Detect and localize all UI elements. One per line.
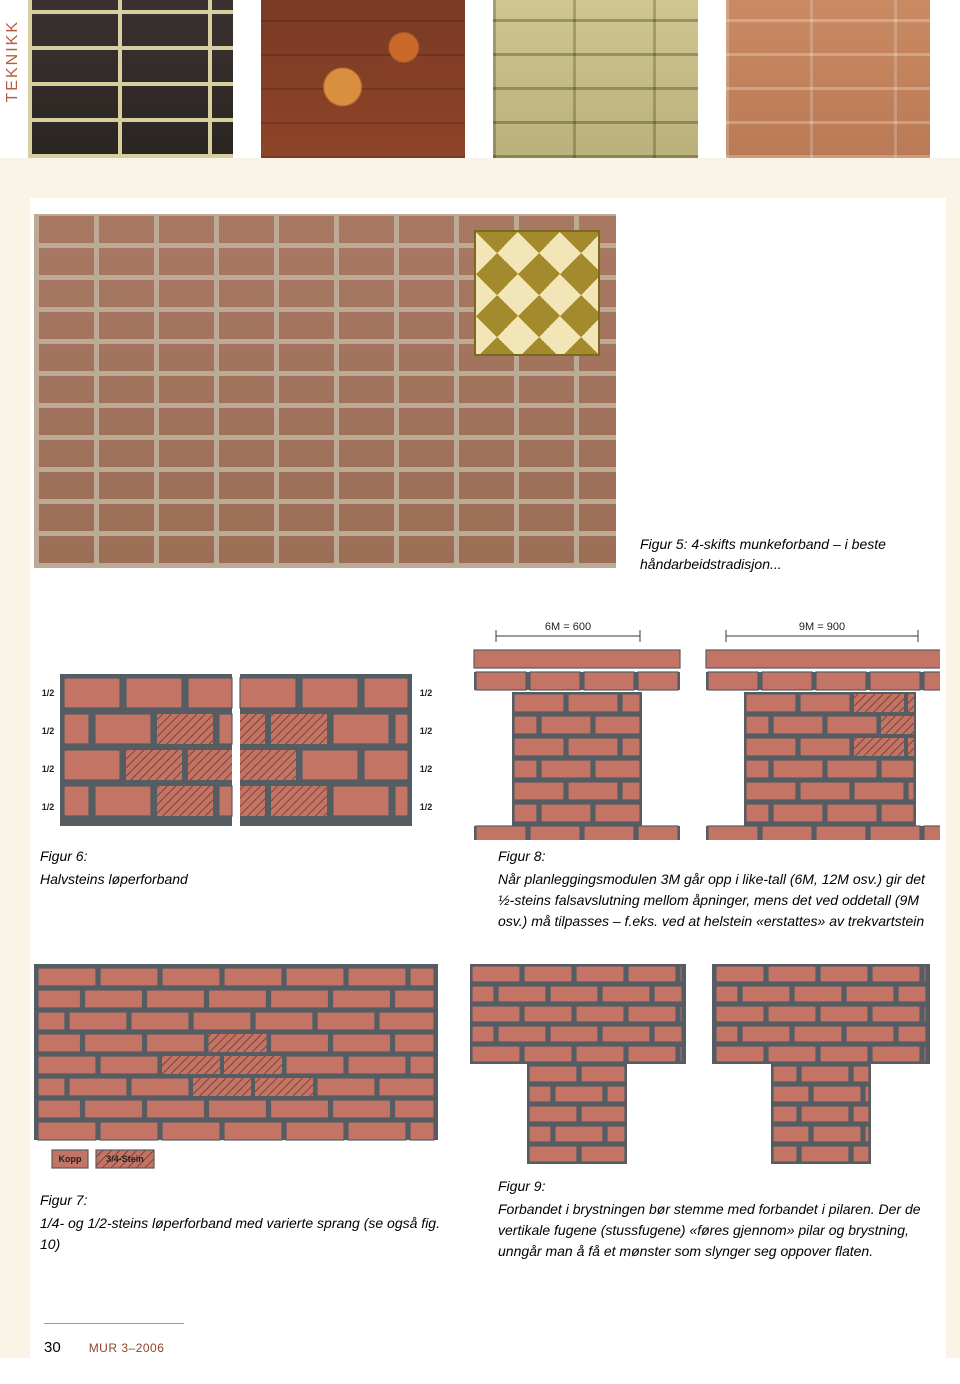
- figure-6-diagram: 1/2 1/2 1/2 1/2 1/2 1/2 1/2 1/2: [34, 664, 438, 839]
- dim-right: 9M = 900: [799, 621, 845, 633]
- texture-swatch-2: [261, 0, 466, 158]
- texture-swatch-row: [28, 0, 930, 158]
- margin-band-left: [0, 158, 30, 1358]
- figure-7-diagram: Kopp 3/4-Stein: [34, 964, 438, 1179]
- figure-8-title: Figur 8:: [498, 846, 928, 867]
- margin-band-top: [30, 158, 960, 198]
- figure-9-caption: Figur 9: Forbandet i brystningen bør ste…: [498, 1176, 928, 1262]
- magazine-ref: MUR 3–2006: [89, 1341, 165, 1355]
- figure-6-caption: Figur 6: Halvsteins løperforband: [40, 846, 420, 890]
- figure-9-text: Forbandet i brystningen bør stemme med f…: [498, 1201, 921, 1259]
- figure-9-diagram: [470, 964, 940, 1169]
- figure-8-caption: Figur 8: Når planleggingsmodulen 3M går …: [498, 846, 928, 932]
- footer-rule: [44, 1323, 184, 1324]
- legend-3-4: 3/4-Stein: [106, 1154, 144, 1164]
- figure-5-caption: Figur 5: 4-skifts munkeforband – i beste…: [640, 534, 920, 575]
- svg-text:1/2: 1/2: [42, 764, 55, 774]
- figure-8-text: Når planleggingsmodulen 3M går opp i lik…: [498, 871, 925, 929]
- legend-kopp: Kopp: [59, 1154, 82, 1164]
- margin-band-right: [946, 158, 960, 1358]
- texture-swatch-4: [726, 0, 931, 158]
- figure-6-svg: 1/2 1/2 1/2 1/2 1/2 1/2 1/2 1/2: [34, 664, 438, 834]
- page-number: 30: [44, 1339, 61, 1356]
- figure-6-text: Halvsteins løperforband: [40, 871, 188, 887]
- page: TEKNIKK Figur 5: 4-skifts munkeforband –…: [0, 0, 960, 1384]
- figure-8-dimensions: 6M = 600 9M = 900: [488, 618, 928, 638]
- svg-text:1/2: 1/2: [42, 726, 55, 736]
- f6-lbl: 1/2: [42, 688, 55, 698]
- sidebar-tab: TEKNIKK: [4, 20, 22, 102]
- dim-left: 6M = 600: [545, 621, 591, 633]
- svg-text:1/2: 1/2: [42, 802, 55, 812]
- texture-swatch-3: [493, 0, 698, 158]
- svg-text:1/2: 1/2: [420, 688, 433, 698]
- svg-text:1/2: 1/2: [420, 764, 433, 774]
- figure-7-caption: Figur 7: 1/4- og 1/2-steins løperforband…: [40, 1190, 440, 1255]
- figure-8-diagram: [470, 644, 940, 845]
- figure-5-photo: [34, 214, 616, 568]
- figure-7-text: 1/4- og 1/2-steins løperforband med vari…: [40, 1215, 440, 1252]
- figure-6-title: Figur 6:: [40, 846, 420, 867]
- figure-9-title: Figur 9:: [498, 1176, 928, 1197]
- svg-text:1/2: 1/2: [420, 726, 433, 736]
- footer: 30 MUR 3–2006: [44, 1339, 164, 1356]
- texture-swatch-1: [28, 0, 233, 158]
- svg-text:1/2: 1/2: [420, 802, 433, 812]
- figure-5-pattern-inset: [474, 230, 600, 356]
- figure-7-title: Figur 7:: [40, 1190, 440, 1211]
- figure-5-title: Figur 5:: [640, 536, 687, 552]
